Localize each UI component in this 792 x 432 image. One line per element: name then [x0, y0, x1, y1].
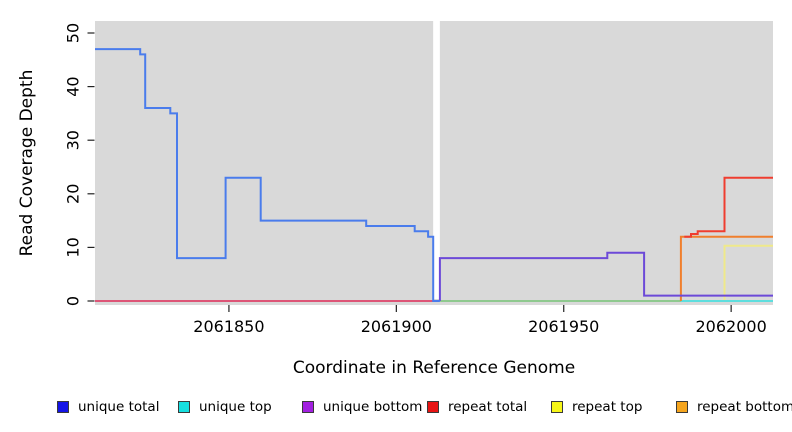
series-line-unique-bottom — [438, 251, 773, 301]
legend-swatch — [676, 401, 688, 413]
legend-label: repeat top — [572, 399, 643, 415]
no-data-gap — [433, 21, 440, 299]
legend-label: unique top — [199, 399, 272, 415]
x-tick-label: 2061900 — [361, 317, 432, 336]
series-line-repeat-bottom — [679, 235, 773, 301]
legend: unique total unique top unique bottom repea… — [0, 399, 792, 419]
legend-swatch — [302, 401, 314, 413]
series-line-unique-total — [95, 48, 440, 302]
x-tick-label: 2061850 — [193, 317, 264, 336]
legend-label: repeat bottom — [697, 399, 792, 415]
series-line-repeat-total — [684, 176, 773, 238]
legend-swatch — [427, 401, 439, 413]
y-axis-label: Read Coverage Depth — [17, 69, 37, 257]
legend-item-unique-bottom: unique bottom — [302, 399, 422, 415]
y-tick-label: 20 — [64, 184, 83, 204]
legend-label: unique total — [78, 399, 160, 415]
y-tick-label: 30 — [64, 130, 83, 150]
legend-swatch — [178, 401, 190, 413]
plot-canvas: 0 10 20 30 40 50 2061850 2061900 2061950 2062000 — [64, 21, 773, 336]
y-tick-label: 40 — [64, 76, 83, 96]
y-tick-label: 10 — [64, 237, 83, 257]
legend-item-repeat-total: repeat total — [427, 399, 527, 415]
legend-item-repeat-bottom: repeat bottom — [676, 399, 792, 415]
legend-swatch — [57, 401, 69, 413]
legend-item-unique-total: unique total — [57, 399, 159, 415]
legend-label: unique bottom — [323, 399, 423, 415]
x-tick-label: 2062000 — [696, 317, 767, 336]
legend-label: repeat total — [448, 399, 528, 415]
legend-swatch — [551, 401, 563, 413]
x-axis-label: Coordinate in Reference Genome — [292, 358, 576, 378]
x-tick-label: 2061950 — [528, 317, 599, 336]
y-tick-label: 0 — [64, 296, 83, 306]
y-tick-label: 50 — [64, 23, 83, 43]
legend-item-repeat-top: repeat top — [551, 399, 642, 415]
legend-item-unique-top: unique top — [178, 399, 272, 415]
